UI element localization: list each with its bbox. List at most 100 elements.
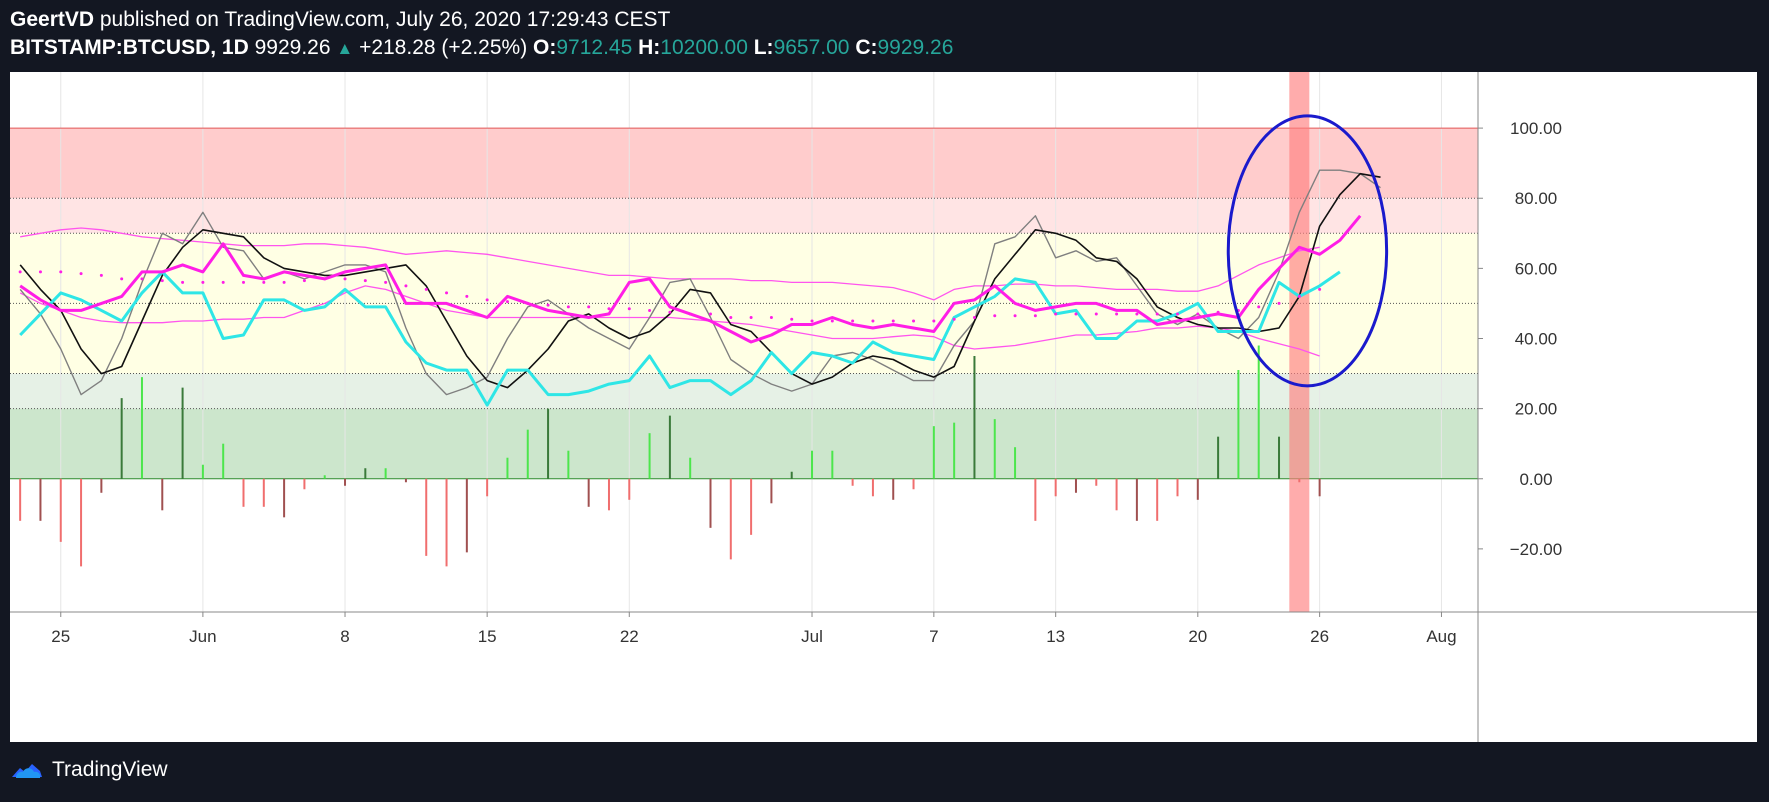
signal-dot [241, 280, 245, 284]
signal-dot [1257, 305, 1261, 309]
x-tick-label: 15 [478, 627, 497, 646]
y-tick-label: 0.00 [1519, 470, 1552, 489]
close-value: 9929.26 [877, 36, 954, 59]
zone-overbought-strong [10, 128, 1478, 199]
signal-dot [1074, 312, 1078, 316]
x-tick-label: 26 [1310, 627, 1329, 646]
publish-info: GeertVD published on TradingView.com, Ju… [10, 8, 670, 32]
signal-dot [120, 277, 124, 281]
series-cyan-rsi [19, 270, 1341, 407]
signal-dot [526, 301, 530, 305]
annotation-ellipse [1226, 114, 1389, 388]
signal-dot [323, 277, 327, 281]
signal-dot [404, 284, 408, 288]
signal-dot [932, 319, 936, 323]
close-label: C: [855, 36, 878, 59]
tradingview-logo-icon[interactable] [10, 759, 44, 781]
signal-dot [851, 319, 855, 323]
signal-dot [181, 280, 185, 284]
signal-dot [830, 319, 834, 323]
series-slow-line-gray [19, 169, 1381, 396]
signal-dot [1216, 310, 1220, 314]
low-value: 9657.00 [773, 36, 850, 59]
signal-dot [1033, 314, 1037, 318]
signal-dot [384, 280, 388, 284]
zone-overbought [10, 198, 1478, 234]
signal-dot [810, 319, 814, 323]
x-tick-label: Jun [189, 627, 216, 646]
high-label: H: [638, 36, 661, 59]
low-label: L: [753, 36, 774, 59]
x-tick-label: Aug [1426, 627, 1456, 646]
signal-dot [749, 315, 753, 319]
signal-dot [607, 307, 611, 311]
signal-dot [627, 307, 631, 311]
signal-dot [1054, 312, 1058, 316]
chart-svg[interactable]: 100.00 80.00 60.00 40.00 20.00 0.00 −20.00 25 Ju… [10, 72, 1757, 742]
signal-dot [38, 270, 42, 274]
x-tick-label: 25 [51, 627, 70, 646]
signal-dot [566, 305, 570, 309]
zone-oversold-strong [10, 408, 1478, 479]
signal-dot [79, 272, 83, 276]
signal-dot [1297, 294, 1301, 298]
signal-dot [688, 312, 692, 316]
signal-dot [221, 280, 225, 284]
signal-dot [282, 280, 286, 284]
signal-dot [445, 291, 449, 295]
chart-area[interactable]: 100.00 80.00 60.00 40.00 20.00 0.00 −20.00 25 Ju… [10, 72, 1757, 742]
x-tick-label: 22 [620, 627, 639, 646]
signal-dot [708, 312, 712, 316]
signal-dot [891, 319, 895, 323]
signal-dot [1115, 312, 1119, 316]
triangle-up-icon: ▲ [336, 39, 354, 58]
signal-dot [1175, 312, 1179, 316]
brand-name[interactable]: TradingView [52, 758, 168, 781]
x-tick-label: 13 [1046, 627, 1065, 646]
signal-dot [465, 294, 469, 298]
signal-dot [140, 277, 144, 281]
y-tick-label: 100.00 [1510, 119, 1562, 138]
series-upper-band [20, 227, 1320, 301]
signal-dot [871, 319, 875, 323]
signal-dot [952, 317, 956, 321]
signal-dot [729, 315, 733, 319]
last-price: 9929.26 [254, 36, 331, 59]
signal-dot [972, 315, 976, 319]
y-tick-label: 60.00 [1515, 259, 1558, 278]
symbol-info: BITSTAMP:BTCUSD, 1D 9929.26 ▲ +218.28 (+… [10, 36, 953, 60]
signal-dot [343, 277, 347, 281]
x-tick-label: 20 [1188, 627, 1207, 646]
signal-dot [505, 300, 509, 304]
signal-dot [648, 308, 652, 312]
signal-dot [1094, 312, 1098, 316]
signal-dot [363, 279, 367, 283]
signal-dot [1277, 301, 1281, 305]
signal-dot [485, 298, 489, 302]
price-change: +218.28 (+2.25%) [359, 36, 528, 59]
series-lower-band [19, 285, 1320, 357]
signal-dot [668, 310, 672, 314]
signal-dot [99, 273, 103, 277]
y-tick-label: 40.00 [1515, 329, 1558, 348]
signal-dot [302, 279, 306, 283]
symbol-label[interactable]: BITSTAMP:BTCUSD, 1D [10, 36, 249, 59]
highlight-column [1289, 72, 1310, 612]
x-tick-label: 7 [929, 627, 938, 646]
x-tick-label: 8 [340, 627, 349, 646]
author-name[interactable]: GeertVD [10, 8, 95, 31]
signal-dot [546, 303, 550, 307]
y-tick-label: −20.00 [1510, 540, 1562, 559]
signal-dot [1155, 312, 1159, 316]
signal-dot [59, 270, 63, 274]
signal-dot [769, 315, 773, 319]
footer: TradingView [10, 758, 168, 782]
signal-dot [18, 270, 22, 274]
series-fast-line-black [19, 172, 1381, 389]
published-text: published on TradingView.com, July 26, 2… [99, 8, 671, 31]
open-label: O: [533, 36, 557, 59]
x-tick-label: Jul [801, 627, 823, 646]
open-value: 9712.45 [556, 36, 633, 59]
signal-dot [912, 319, 916, 323]
zone-oversold [10, 373, 1478, 409]
